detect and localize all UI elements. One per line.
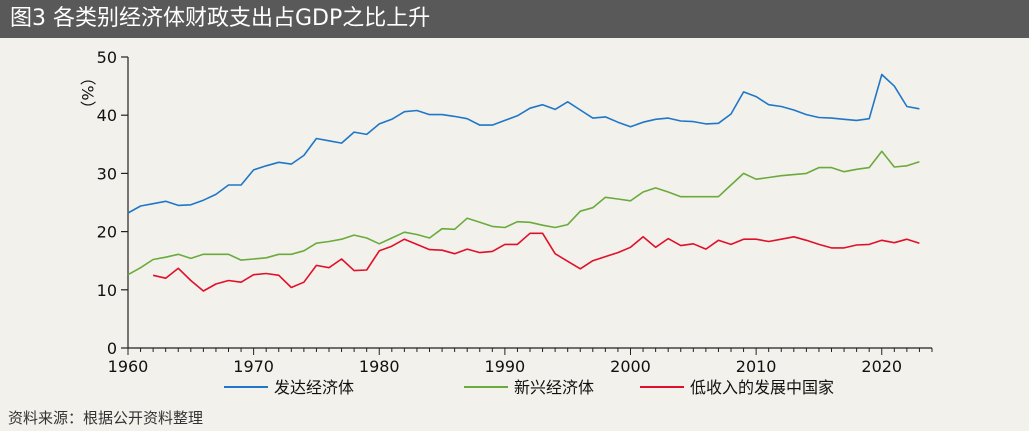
x-axis: 1960 1970 1980 1990 2000 2010 2020: [108, 347, 933, 376]
legend-label-3: 低收入的发展中国家: [690, 378, 834, 397]
y-tick-label: 20: [97, 223, 117, 242]
y-tick-label: 40: [97, 106, 117, 125]
y-tick-label: 0: [107, 339, 117, 358]
y-axis: 0 10 20 30 40 50: [97, 48, 129, 358]
y-tick-label: 10: [97, 281, 117, 300]
legend: 发达经济体 新兴经济体 低收入的发展中国家: [224, 378, 834, 397]
x-tick-label: 1970: [233, 357, 274, 376]
x-tick-label: 2020: [861, 357, 902, 376]
series-line-2: [127, 150, 920, 276]
series-line-1: [127, 73, 920, 214]
x-tick-label: 1990: [485, 357, 526, 376]
x-tick-label: 2000: [610, 357, 651, 376]
source-note: 资料来源：根据公开资料整理: [8, 409, 204, 427]
legend-label-2: 新兴经济体: [514, 378, 594, 397]
y-tick-label: 30: [97, 164, 117, 183]
line-chart: （%） 0 10 20 30 40 50 1960 1970 1980 1990 2000 2010…: [78, 48, 933, 397]
figure-title: 图3 各类别经济体财政支出占GDP之比上升: [0, 0, 1029, 38]
x-tick-label: 2010: [736, 357, 777, 376]
series-line-3: [152, 232, 920, 292]
legend-label-1: 发达经济体: [274, 378, 354, 397]
x-tick-label: 1980: [359, 357, 400, 376]
series-lines: [127, 73, 920, 292]
x-tick-label: 1960: [108, 357, 149, 376]
y-tick-label: 50: [97, 48, 117, 67]
y-axis-label: （%）: [78, 69, 97, 116]
